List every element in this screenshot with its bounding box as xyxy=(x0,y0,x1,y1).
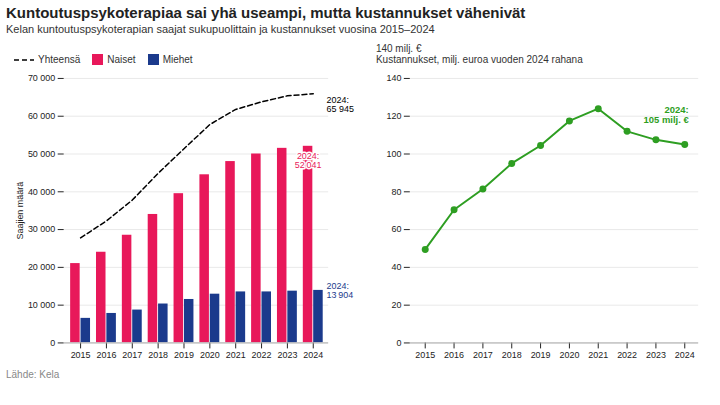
html-text:140 milj. €: 140 milj. € xyxy=(375,43,422,54)
html-text:Naiset: Naiset xyxy=(107,54,136,65)
svg-text:2019: 2019 xyxy=(531,350,551,360)
html-text:Miehet: Miehet xyxy=(162,54,193,65)
svg-text:20 000: 20 000 xyxy=(28,262,55,272)
svg-text:2016: 2016 xyxy=(96,350,116,360)
svg-text:2024: 2024 xyxy=(303,350,323,360)
svg-text:2018: 2018 xyxy=(502,350,522,360)
svg-text:140: 140 xyxy=(386,73,401,83)
svg-text:2024:13 904: 2024:13 904 xyxy=(327,281,354,300)
svg-text:2017: 2017 xyxy=(122,350,142,360)
svg-text:70 000: 70 000 xyxy=(28,73,55,83)
svg-text:30 000: 30 000 xyxy=(28,224,55,234)
svg-text:100: 100 xyxy=(386,149,401,159)
html-text:Lähde: Kela: Lähde: Kela xyxy=(6,369,60,381)
svg-text:60 000: 60 000 xyxy=(28,111,55,121)
svg-text:10 000: 10 000 xyxy=(28,300,55,310)
svg-text:2019: 2019 xyxy=(174,350,194,360)
svg-text:2018: 2018 xyxy=(148,350,168,360)
svg-text:60: 60 xyxy=(391,224,401,234)
svg-text:2024:65 945: 2024:65 945 xyxy=(327,95,354,114)
svg-text:2020: 2020 xyxy=(200,350,220,360)
svg-text:0: 0 xyxy=(396,338,401,348)
svg-text:2017: 2017 xyxy=(473,350,493,360)
svg-text:Saajien määrä: Saajien määrä xyxy=(15,182,25,240)
svg-text:20: 20 xyxy=(391,300,401,310)
svg-text:2021: 2021 xyxy=(588,350,608,360)
svg-text:2024: 2024 xyxy=(675,350,695,360)
svg-text:2016: 2016 xyxy=(444,350,464,360)
svg-text:2015: 2015 xyxy=(71,350,91,360)
svg-text:2015: 2015 xyxy=(415,350,435,360)
svg-text:2022: 2022 xyxy=(252,350,272,360)
html-text:Kustannukset, milj. euroa vuod: Kustannukset, milj. euroa vuoden 2024 ra… xyxy=(375,54,583,65)
svg-text:2020: 2020 xyxy=(559,350,579,360)
svg-text:2023: 2023 xyxy=(646,350,666,360)
svg-text:80: 80 xyxy=(391,187,401,197)
svg-text:2023: 2023 xyxy=(277,350,297,360)
svg-text:40 000: 40 000 xyxy=(28,187,55,197)
svg-text:120: 120 xyxy=(386,111,401,121)
html-text:Kelan kuntoutuspsykoterapian s: Kelan kuntoutuspsykoterapian saajat suku… xyxy=(6,23,435,35)
svg-text:2024:52 041: 2024:52 041 xyxy=(295,151,322,170)
svg-text:2024:105 milj. €: 2024:105 milj. € xyxy=(644,104,690,124)
svg-text:0: 0 xyxy=(50,338,55,348)
svg-text:2022: 2022 xyxy=(617,350,637,360)
html-text:Kuntoutuspsykoterapiaa sai yhä: Kuntoutuspsykoterapiaa sai yhä useampi, … xyxy=(6,4,526,21)
svg-text:40: 40 xyxy=(391,262,401,272)
html-text:Yhteensä: Yhteensä xyxy=(38,54,81,65)
svg-text:50 000: 50 000 xyxy=(28,149,55,159)
svg-text:2021: 2021 xyxy=(226,350,246,360)
